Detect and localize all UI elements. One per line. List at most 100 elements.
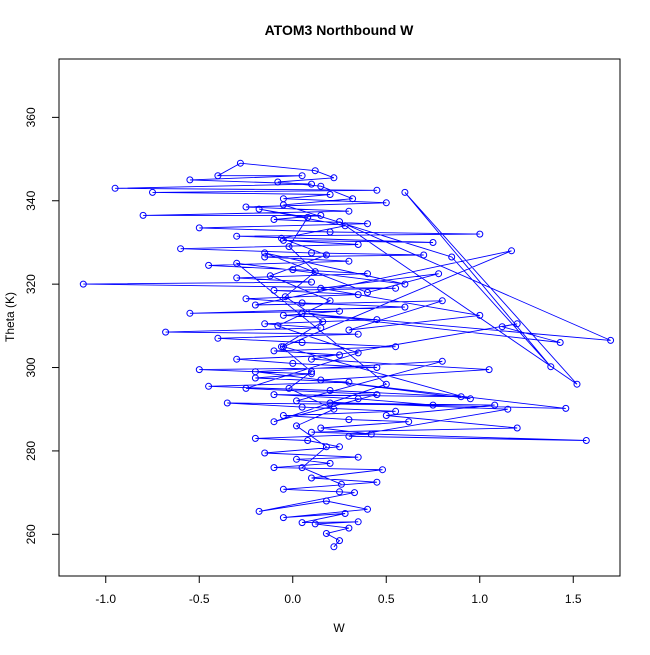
data-point: [345, 326, 353, 334]
data-point: [547, 363, 555, 371]
data-point: [317, 424, 325, 432]
data-point: [289, 266, 297, 274]
data-point: [354, 453, 362, 461]
data-point: [476, 230, 484, 238]
data-point: [392, 407, 400, 415]
data-point: [582, 437, 590, 444]
data-point: [293, 422, 300, 430]
data-point: [278, 343, 285, 351]
y-axis: 260 280 300 320 340 360: [24, 107, 59, 544]
data-point: [476, 311, 484, 319]
data-point: [298, 172, 306, 180]
data-point: [261, 249, 269, 257]
data-point: [345, 378, 353, 386]
data-point: [255, 507, 263, 515]
data-point: [317, 211, 325, 219]
data-point: [336, 488, 343, 496]
data-point: [266, 272, 274, 280]
chart-title: ATOM3 Northbound W: [265, 22, 415, 38]
data-point: [214, 334, 222, 342]
data-point: [279, 236, 287, 244]
data-point: [289, 359, 297, 367]
data-point: [317, 376, 325, 384]
data-point: [382, 199, 390, 207]
data-point: [304, 437, 312, 444]
data-point: [420, 251, 428, 259]
data-point: [308, 355, 315, 363]
data-point: [285, 243, 293, 251]
data-point: [556, 339, 564, 346]
data-point: [274, 322, 282, 330]
data-point: [392, 284, 400, 292]
y-tick-label: 360: [24, 107, 38, 127]
data-point: [236, 159, 244, 167]
data-point: [162, 328, 170, 336]
data-point: [233, 232, 241, 240]
x-axis-label: W: [333, 621, 345, 635]
data-point: [429, 401, 437, 409]
series-layer: [79, 159, 615, 551]
data-point: [261, 449, 269, 457]
data-point: [298, 339, 306, 346]
y-tick-label: 300: [24, 357, 38, 377]
data-point: [401, 303, 409, 311]
data-point: [255, 205, 263, 213]
x-tick-label: 0.0: [284, 592, 301, 606]
data-point: [504, 405, 512, 413]
data-point: [326, 387, 334, 394]
data-point: [322, 251, 330, 259]
data-point: [345, 416, 353, 424]
data-point: [326, 459, 334, 467]
data-point: [513, 424, 521, 432]
data-point: [322, 497, 330, 505]
data-point: [429, 239, 437, 246]
data-point: [298, 309, 306, 317]
data-point: [392, 343, 400, 351]
data-point: [298, 464, 306, 472]
x-tick-label: 1.5: [565, 592, 582, 606]
data-point: [270, 391, 278, 399]
data-point: [485, 366, 493, 374]
data-point: [279, 311, 287, 319]
data-point: [242, 384, 250, 392]
data-point: [498, 323, 506, 331]
data-point: [311, 167, 319, 175]
data-point: [448, 253, 456, 261]
data-point: [513, 320, 521, 328]
data-point: [336, 351, 343, 359]
data-point: [317, 324, 325, 332]
data-point: [562, 404, 570, 412]
data-point: [308, 368, 315, 376]
data-point: [111, 184, 119, 192]
data-point: [298, 403, 306, 411]
data-point: [205, 382, 213, 390]
data-point: [322, 443, 330, 451]
data-point: [214, 172, 222, 180]
x-tick-label: 0.5: [378, 592, 395, 606]
data-point: [466, 395, 474, 403]
data-point: [326, 399, 334, 407]
x-axis: -1.0 -0.5 0.0 0.5 1.0 1.5: [95, 575, 582, 606]
data-point: [349, 195, 357, 203]
data-point: [336, 537, 343, 545]
data-point: [354, 395, 362, 403]
data-point: [270, 347, 278, 355]
data-point: [149, 188, 156, 196]
data-point: [330, 174, 338, 182]
data-point: [293, 397, 300, 405]
data-point: [364, 220, 371, 228]
data-point: [438, 357, 446, 365]
y-tick-label: 320: [24, 274, 38, 294]
data-point: [308, 370, 315, 378]
data-point: [298, 299, 306, 307]
data-point: [311, 520, 319, 528]
data-point: [270, 216, 278, 223]
data-point: [364, 270, 371, 278]
data-point: [341, 222, 349, 230]
data-point: [401, 280, 409, 288]
data-point: [251, 368, 259, 376]
data-point: [354, 518, 362, 526]
y-tick-label: 340: [24, 190, 38, 210]
